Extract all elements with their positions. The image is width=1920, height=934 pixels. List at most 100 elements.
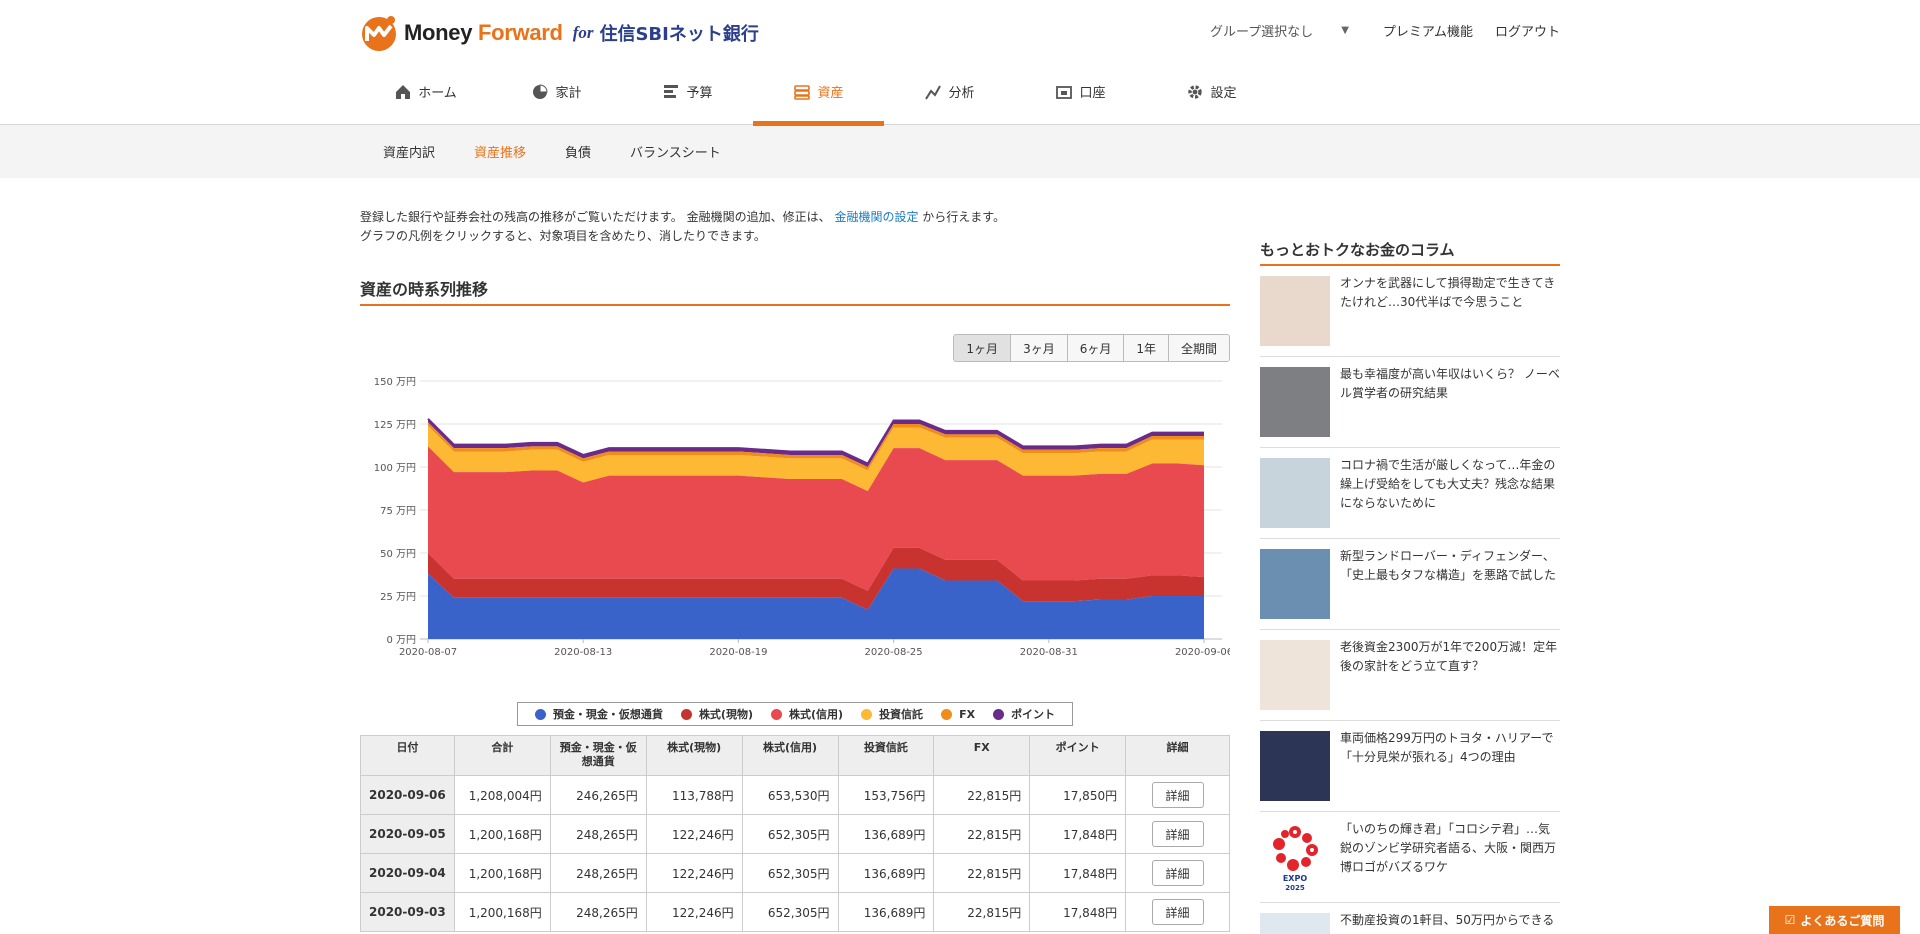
legend-dot-icon [535, 709, 546, 720]
range-button-2[interactable]: 6ヶ月 [1067, 335, 1124, 361]
nav-item-label: 予算 [686, 86, 712, 101]
column-thumbnail [1260, 731, 1330, 801]
row-value: 153,756円 [838, 776, 934, 815]
money-forward-logo-icon [360, 14, 398, 52]
row-date: 2020-09-03 [361, 893, 455, 932]
sub-nav: 資産内訳 資産推移 負債 バランスシート [0, 125, 1920, 178]
column-item[interactable]: オンナを武器にして損得勘定で生きてきたけれど…30代半ばで今思うこと [1260, 266, 1560, 357]
gear-icon [1186, 83, 1204, 101]
y-tick-label: 125 万円 [374, 420, 416, 431]
range-button-4[interactable]: 全期間 [1168, 335, 1229, 361]
column-item[interactable]: コロナ禍で生活が厳しくなって…年金の繰上げ受給をしても大丈夫？残念な結果にならな… [1260, 448, 1560, 539]
main-content: 登録した銀行や証券会社の残高の推移がご覧いただけます。 金融機関の追加、修正は、… [360, 208, 1230, 934]
detail-button[interactable]: 詳細 [1152, 860, 1204, 886]
faq-button[interactable]: ☑ よくあるご質問 [1769, 906, 1900, 934]
row-value: 1,200,168円 [454, 893, 550, 932]
row-detail-cell: 詳細 [1126, 776, 1230, 815]
subnav-item-1[interactable]: 資産推移 [474, 142, 526, 161]
column-item[interactable]: 最も幸福度が高い年収はいくら？ ノーベル賞学者の研究結果 [1260, 357, 1560, 448]
nav-item-2[interactable]: 予算 [622, 70, 753, 125]
legend-dot-icon [993, 709, 1004, 720]
row-value: 17,848円 [1030, 854, 1126, 893]
row-value: 248,265円 [550, 815, 646, 854]
row-detail-cell: 詳細 [1126, 815, 1230, 854]
svg-text:2025: 2025 [1285, 884, 1305, 892]
subnav-item-3[interactable]: バランスシート [630, 142, 721, 161]
history-table: 日付 合計 預金・現金・仮想通貨 株式(現物) 株式(信用) 投資信託 FX ポイント 詳細 2… [360, 735, 1230, 932]
legend-item-4[interactable]: FX [941, 706, 975, 722]
x-tick-label: 2020-08-25 [865, 647, 923, 658]
column-item[interactable]: 老後資金2300万が1年で200万減！定年後の家計をどう立て直す？ [1260, 630, 1560, 721]
column-item[interactable]: 不動産投資の1軒目、50万円からできる [1260, 903, 1560, 934]
nav-item-label: 設定 [1210, 86, 1236, 101]
legend-label: 投資信託 [879, 706, 923, 722]
row-detail-cell: 詳細 [1126, 893, 1230, 932]
legend-item-2[interactable]: 株式(信用) [771, 706, 843, 722]
nav-item-3[interactable]: 資産 [753, 70, 884, 125]
range-button-3[interactable]: 1年 [1123, 335, 1168, 361]
row-value: 22,815円 [934, 893, 1030, 932]
x-tick-label: 2020-08-31 [1020, 647, 1078, 658]
check-icon: ☑ [1785, 913, 1796, 927]
budget-icon [662, 83, 680, 101]
row-date: 2020-09-06 [361, 776, 455, 815]
premium-link[interactable]: プレミアム機能 [1383, 21, 1473, 40]
row-value: 653,530円 [742, 776, 838, 815]
logo[interactable]: Money Forward for 住信SBIネット銀行 [360, 14, 759, 52]
nav-item-6[interactable]: 設定 [1146, 70, 1277, 125]
detail-button[interactable]: 詳細 [1152, 782, 1204, 808]
intro-text: 登録した銀行や証券会社の残高の推移がご覧いただけます。 金融機関の追加、修正は、… [360, 208, 1230, 246]
row-value: 22,815円 [934, 776, 1030, 815]
legend-dot-icon [771, 709, 782, 720]
group-select[interactable]: グループ選択なし [1210, 21, 1313, 40]
row-value: 652,305円 [742, 815, 838, 854]
nav-item-0[interactable]: ホーム [360, 70, 491, 125]
main-nav: ホーム 家計 予算 資産 分析 口座 設定 [0, 70, 1920, 125]
row-value: 248,265円 [550, 854, 646, 893]
column-text: 「いのちの輝き君」「コロシテ君」…気鋭のゾンビ学研究者語る、大阪・関西万博ロゴが… [1340, 820, 1560, 892]
brand-name: Money Forward [404, 20, 563, 46]
nav-item-label: 口座 [1079, 86, 1105, 101]
row-value: 1,200,168円 [454, 815, 550, 854]
legend-item-1[interactable]: 株式(現物) [681, 706, 753, 722]
legend-label: FX [959, 708, 975, 721]
legend-item-5[interactable]: ポイント [993, 706, 1055, 722]
column-item[interactable]: 車両価格299万円のトヨタ・ハリアーで「十分見栄が張れる」4つの理由 [1260, 721, 1560, 812]
column-text: 最も幸福度が高い年収はいくら？ ノーベル賞学者の研究結果 [1340, 365, 1560, 437]
legend-item-0[interactable]: 預金・現金・仮想通貨 [535, 706, 663, 722]
y-tick-label: 75 万円 [380, 506, 416, 517]
column-thumbnail [1260, 549, 1330, 619]
table-header-2: 預金・現金・仮想通貨 [550, 736, 646, 776]
nav-item-1[interactable]: 家計 [491, 70, 622, 125]
header: Money Forward for 住信SBIネット銀行 グループ選択なし ▼ … [360, 0, 1560, 70]
y-tick-label: 150 万円 [374, 377, 416, 388]
column-item[interactable]: EXPO 2025 「いのちの輝き君」「コロシテ君」…気鋭のゾンビ学研究者語る、大阪… [1260, 812, 1560, 903]
subnav-item-2[interactable]: 負債 [565, 142, 591, 161]
table-row: 2020-09-03 1,200,168円 248,265円 122,246円 652,… [361, 893, 1230, 932]
row-value: 122,246円 [646, 893, 742, 932]
subnav-item-0[interactable]: 資産内訳 [383, 142, 435, 161]
nav-item-4[interactable]: 分析 [884, 70, 1015, 125]
institution-settings-link[interactable]: 金融機関の設定 [834, 210, 918, 224]
range-button-0[interactable]: 1ヶ月 [954, 335, 1010, 361]
detail-button[interactable]: 詳細 [1152, 899, 1204, 925]
nav-item-5[interactable]: 口座 [1015, 70, 1146, 125]
legend-item-3[interactable]: 投資信託 [861, 706, 923, 722]
chevron-down-icon[interactable]: ▼ [1341, 25, 1349, 36]
svg-text:EXPO: EXPO [1283, 874, 1307, 883]
row-value: 22,815円 [934, 815, 1030, 854]
x-tick-label: 2020-08-19 [709, 647, 767, 658]
row-value: 136,689円 [838, 893, 934, 932]
column-thumbnail: EXPO 2025 [1260, 822, 1330, 892]
range-button-1[interactable]: 3ヶ月 [1010, 335, 1067, 361]
column-thumbnail [1260, 458, 1330, 528]
detail-button[interactable]: 詳細 [1152, 821, 1204, 847]
x-tick-label: 2020-08-13 [554, 647, 612, 658]
nav-item-label: ホーム [418, 86, 457, 101]
logout-link[interactable]: ログアウト [1495, 21, 1560, 40]
table-header-0: 日付 [361, 736, 455, 776]
nav-item-label: 家計 [555, 86, 581, 101]
column-item[interactable]: 新型ランドローバー・ディフェンダー、「史上最もタフな構造」を悪路で試した [1260, 539, 1560, 630]
x-tick-label: 2020-08-07 [399, 647, 457, 658]
sidebar: もっとおトクなお金のコラム オンナを武器にして損得勘定で生きてきたけれど…30代… [1260, 208, 1560, 934]
